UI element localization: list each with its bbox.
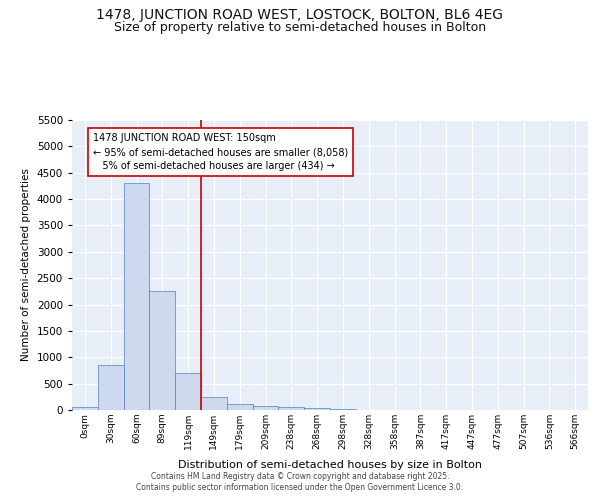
Bar — [72, 408, 98, 410]
Bar — [227, 404, 253, 410]
Bar — [201, 397, 227, 410]
Bar — [98, 365, 124, 410]
Bar — [175, 373, 201, 410]
X-axis label: Distribution of semi-detached houses by size in Bolton: Distribution of semi-detached houses by … — [178, 460, 482, 470]
Text: 1478, JUNCTION ROAD WEST, LOSTOCK, BOLTON, BL6 4EG: 1478, JUNCTION ROAD WEST, LOSTOCK, BOLTO… — [97, 8, 503, 22]
Bar — [149, 292, 175, 410]
Y-axis label: Number of semi-detached properties: Number of semi-detached properties — [21, 168, 31, 362]
Text: 1478 JUNCTION ROAD WEST: 150sqm
← 95% of semi-detached houses are smaller (8,058: 1478 JUNCTION ROAD WEST: 150sqm ← 95% of… — [92, 133, 348, 171]
Bar — [253, 406, 278, 410]
Text: Size of property relative to semi-detached houses in Bolton: Size of property relative to semi-detach… — [114, 21, 486, 34]
Text: Contains HM Land Registry data © Crown copyright and database right 2025.: Contains HM Land Registry data © Crown c… — [151, 472, 449, 481]
Text: Contains public sector information licensed under the Open Government Licence 3.: Contains public sector information licen… — [136, 484, 464, 492]
Bar — [278, 407, 304, 410]
Bar — [124, 184, 149, 410]
Bar — [304, 408, 330, 410]
